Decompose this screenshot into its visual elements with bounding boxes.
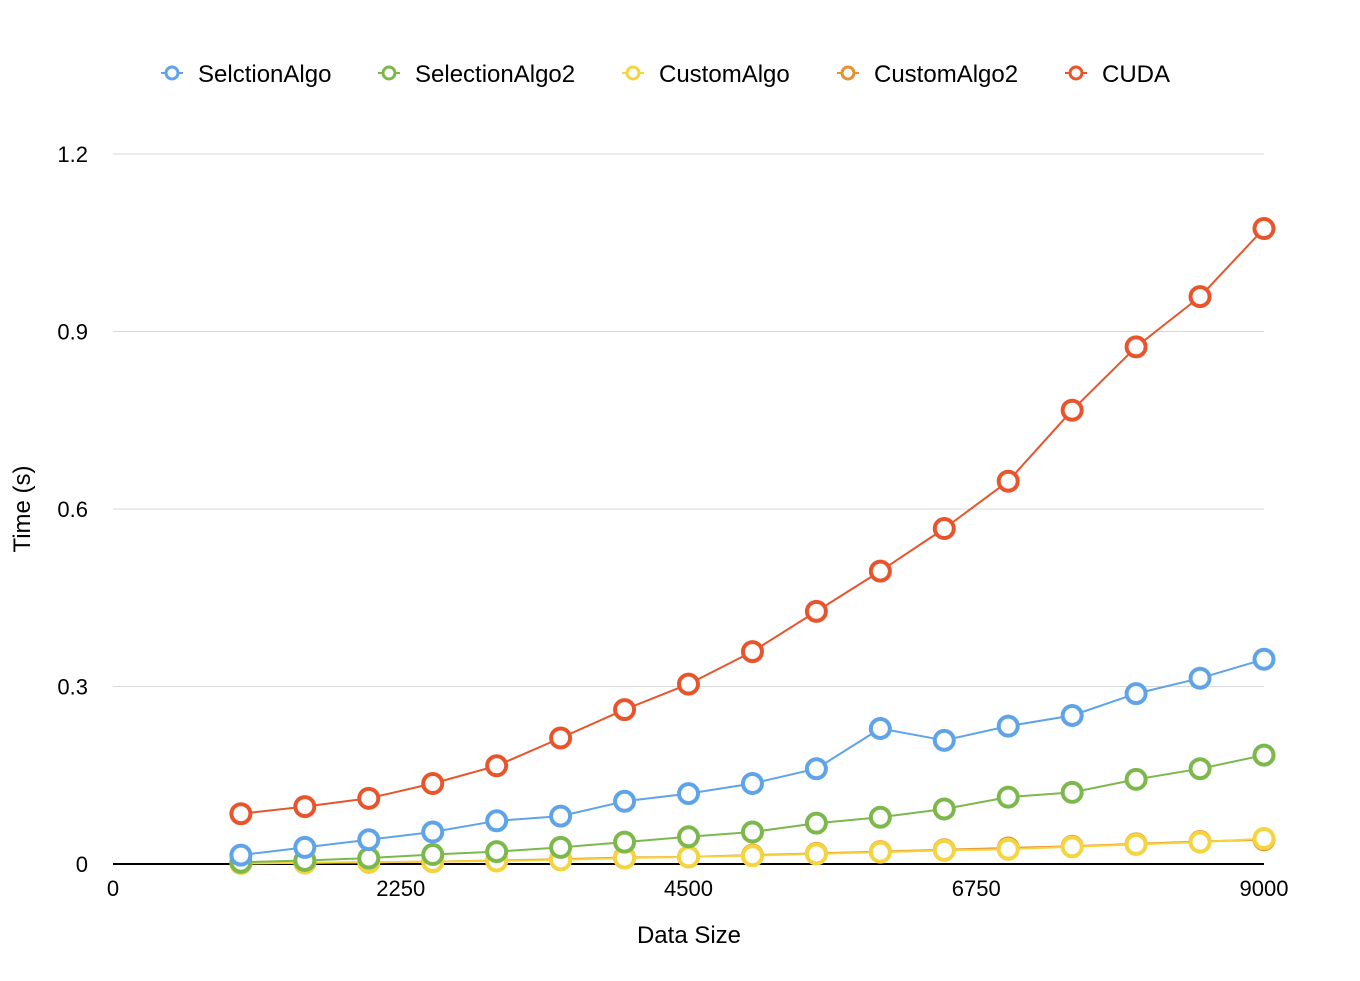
legend: SelctionAlgo SelectionAlgo2 CustomAlgo Cust… (161, 61, 1170, 88)
data-point-SelectionAlgo2 (740, 820, 764, 844)
data-point-SelectionAlgo2 (868, 805, 892, 829)
data-point-SelctionAlgo (1252, 647, 1276, 671)
legend-item-SelctionAlgo: SelctionAlgo (161, 61, 331, 88)
data-point-SelectionAlgo2 (549, 835, 573, 859)
data-point-CustomAlgo (996, 837, 1020, 861)
data-point-CUDA (868, 559, 892, 583)
y-tick-label: 0.9 (57, 320, 88, 345)
data-point-SelectionAlgo2 (613, 830, 637, 854)
legend-label: SelctionAlgo (198, 61, 331, 88)
data-point-SelectionAlgo2 (1252, 743, 1276, 767)
data-point-SelectionAlgo2 (357, 846, 381, 870)
y-axis-title: Time (s) (9, 465, 36, 552)
data-point-CUDA (804, 599, 828, 623)
data-point-CustomAlgo (1060, 835, 1084, 859)
data-point-SelctionAlgo (804, 757, 828, 781)
data-point-SelctionAlgo (229, 843, 253, 867)
axes: 0 0.3 0.6 0.9 1.2 0 2250 4500 6750 9000 (57, 142, 1288, 901)
data-point-SelctionAlgo (996, 714, 1020, 738)
x-axis-title: Data Size (637, 922, 741, 949)
data-point-SelctionAlgo (613, 789, 637, 813)
data-point-SelctionAlgo (1060, 703, 1084, 727)
data-point-CUDA (485, 754, 509, 778)
data-point-SelectionAlgo2 (1188, 757, 1212, 781)
data-point-SelctionAlgo (357, 828, 381, 852)
data-point-SelectionAlgo2 (421, 843, 445, 867)
series-layer (229, 217, 1276, 875)
data-point-SelectionAlgo2 (1124, 767, 1148, 791)
data-point-SelctionAlgo (485, 809, 509, 833)
data-point-SelctionAlgo (421, 820, 445, 844)
data-point-SelectionAlgo2 (804, 811, 828, 835)
x-tick-label: 9000 (1240, 876, 1289, 901)
data-point-SelctionAlgo (1188, 666, 1212, 690)
data-point-SelectionAlgo2 (1060, 780, 1084, 804)
data-point-SelectionAlgo2 (996, 785, 1020, 809)
legend-marker (625, 65, 641, 81)
gridlines (113, 153, 1264, 687)
legend-label: CUDA (1102, 61, 1170, 88)
data-point-CUDA (1060, 398, 1084, 422)
legend-marker (840, 65, 856, 81)
data-point-SelctionAlgo (1124, 682, 1148, 706)
data-point-CUDA (932, 517, 956, 541)
data-point-CustomAlgo (1252, 827, 1276, 851)
y-tick-label: 0.6 (57, 497, 88, 522)
series-line-CUDA (240, 227, 1265, 815)
x-tick-label: 4500 (664, 876, 713, 901)
data-point-CUDA (421, 772, 445, 796)
data-point-SelectionAlgo2 (485, 840, 509, 864)
legend-item-CUDA: CUDA (1065, 61, 1170, 88)
data-point-CUDA (740, 640, 764, 664)
legend-item-CustomAlgo: CustomAlgo (622, 61, 790, 88)
data-point-SelctionAlgo (868, 717, 892, 741)
data-point-CUDA (677, 672, 700, 696)
y-tick-label: 1.2 (57, 142, 88, 167)
data-point-SelctionAlgo (549, 804, 573, 828)
data-point-SelectionAlgo2 (677, 825, 700, 849)
x-tick-label: 2250 (376, 876, 425, 901)
x-tick-label: 0 (107, 876, 119, 901)
data-point-CustomAlgo (677, 845, 700, 869)
data-point-SelectionAlgo2 (932, 797, 956, 821)
y-tick-label: 0 (76, 852, 88, 877)
data-point-SelctionAlgo (932, 728, 956, 752)
legend-marker (1068, 65, 1084, 81)
legend-marker (381, 65, 397, 81)
data-point-CUDA (996, 469, 1020, 493)
data-point-CustomAlgo (804, 842, 828, 866)
data-point-CUDA (293, 795, 317, 819)
y-tick-label: 0.3 (57, 675, 88, 700)
data-point-CUDA (1124, 335, 1148, 359)
data-point-SelctionAlgo (293, 835, 317, 859)
legend-label: SelectionAlgo2 (415, 61, 575, 88)
data-point-CustomAlgo (1124, 832, 1148, 856)
legend-item-CustomAlgo2: CustomAlgo2 (837, 61, 1018, 88)
data-point-CustomAlgo (932, 838, 956, 862)
data-point-CustomAlgo (868, 840, 892, 864)
x-tick-label: 6750 (952, 876, 1001, 901)
data-point-SelctionAlgo (740, 772, 764, 796)
data-point-CUDA (1188, 285, 1212, 309)
legend-marker (164, 65, 180, 81)
data-point-CUDA (1252, 217, 1276, 241)
legend-label: CustomAlgo2 (874, 61, 1018, 88)
data-point-SelctionAlgo (677, 782, 700, 806)
legend-label: CustomAlgo (659, 61, 790, 88)
data-point-CustomAlgo (740, 844, 764, 868)
data-point-CUDA (229, 802, 253, 826)
data-point-CUDA (613, 698, 637, 722)
data-point-CustomAlgo (1188, 830, 1212, 854)
legend-item-SelectionAlgo2: SelectionAlgo2 (378, 61, 575, 88)
data-point-CUDA (549, 726, 573, 750)
data-point-CUDA (357, 786, 381, 810)
